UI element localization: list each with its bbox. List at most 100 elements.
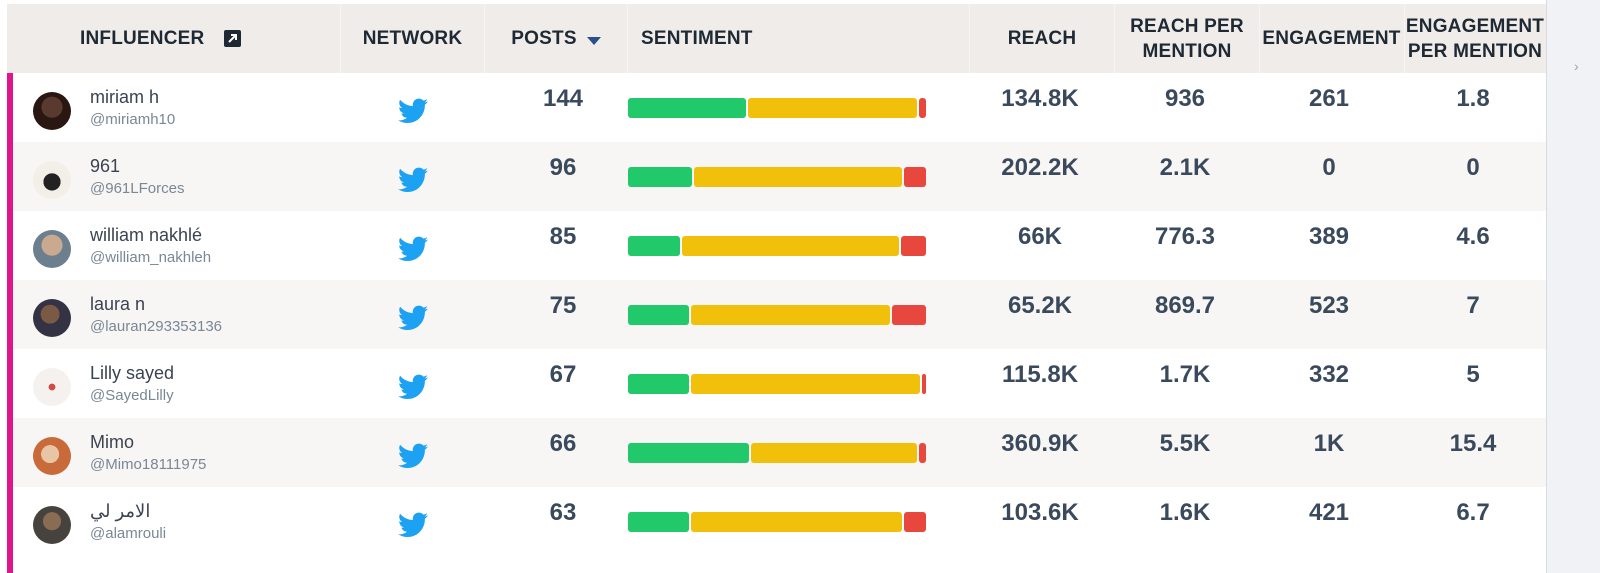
table-row[interactable]: laura n @lauran293353136 75 65.2K 869.7 523 7 <box>13 280 1546 349</box>
sentiment-neutral-segment[interactable] <box>748 98 917 118</box>
sentiment-positive-segment[interactable] <box>628 236 680 256</box>
twitter-icon <box>398 305 428 331</box>
influencer-handle: @Mimo18111975 <box>90 456 207 473</box>
posts-value: 96 <box>549 154 577 181</box>
column-header-reach-per-mention-label: REACH PER MENTION <box>1130 15 1244 62</box>
sentiment-positive-segment[interactable] <box>628 374 689 394</box>
reach-per-mention-value: 936 <box>1164 85 1206 112</box>
engagement-per-mention-value: 15.4 <box>1449 430 1497 457</box>
avatar[interactable] <box>33 161 71 199</box>
sentiment-negative-segment[interactable] <box>919 443 926 463</box>
reach-per-mention-value: 1.7K <box>1159 361 1211 388</box>
sentiment-neutral-segment[interactable] <box>751 443 917 463</box>
sentiment-bar[interactable] <box>628 374 928 394</box>
table-row[interactable]: 961 @961LForces 96 202.2K 2.1K 0 0 <box>13 142 1546 211</box>
sentiment-bar[interactable] <box>628 305 928 325</box>
external-link-icon[interactable] <box>224 30 242 47</box>
avatar[interactable] <box>33 299 71 337</box>
column-header-sentiment-label: SENTIMENT <box>641 28 753 49</box>
sentiment-neutral-segment[interactable] <box>691 305 890 325</box>
sentiment-negative-segment[interactable] <box>904 167 926 187</box>
sentiment-neutral-segment[interactable] <box>694 167 902 187</box>
header-separator <box>627 4 628 73</box>
sentiment-positive-segment[interactable] <box>628 167 692 187</box>
engagement-value: 389 <box>1308 223 1350 250</box>
sentiment-negative-segment[interactable] <box>901 236 926 256</box>
sentiment-negative-segment[interactable] <box>922 374 926 394</box>
column-header-sentiment[interactable]: SENTIMENT <box>641 4 961 73</box>
sentiment-bar[interactable] <box>628 512 928 532</box>
twitter-icon <box>398 236 428 262</box>
influencer-name[interactable]: william nakhlé <box>90 225 203 245</box>
column-header-reach[interactable]: REACH <box>970 4 1114 73</box>
header-separator <box>1259 4 1260 73</box>
influencer-table: INFLUENCER NETWORK POSTS SENTIMENT REACH… <box>7 4 1546 573</box>
sort-descending-icon[interactable] <box>586 36 601 45</box>
sentiment-bar[interactable] <box>628 443 928 463</box>
avatar[interactable] <box>33 230 71 268</box>
engagement-per-mention-value: 7 <box>1466 292 1480 319</box>
influencer-name[interactable]: 961 <box>90 156 121 176</box>
sentiment-negative-segment[interactable] <box>904 512 926 532</box>
influencer-name[interactable]: miriam h <box>90 87 160 107</box>
sentiment-negative-segment[interactable] <box>919 98 926 118</box>
side-panel <box>1546 0 1600 573</box>
table-row[interactable]: Lilly sayed @SayedLilly 67 115.8K 1.7K 332 5 <box>13 349 1546 418</box>
header-separator <box>340 4 341 73</box>
engagement-value: 0 <box>1322 154 1336 181</box>
column-header-reach-per-mention[interactable]: REACH PER MENTION <box>1115 4 1259 73</box>
reach-value: 66K <box>1017 223 1063 250</box>
header-separator <box>484 4 485 73</box>
column-header-posts[interactable]: POSTS <box>485 4 627 73</box>
sentiment-neutral-segment[interactable] <box>691 512 902 532</box>
avatar[interactable] <box>33 368 71 406</box>
column-header-influencer[interactable]: INFLUENCER <box>80 4 340 73</box>
posts-value: 63 <box>549 499 577 526</box>
collapse-arrow-icon[interactable]: › <box>1574 58 1579 74</box>
avatar[interactable] <box>33 437 71 475</box>
table-row[interactable]: الامر لي @alamrouli 63 103.6K 1.6K 421 6.7 <box>13 487 1546 556</box>
engagement-value: 421 <box>1308 499 1350 526</box>
reach-per-mention-value: 2.1K <box>1159 154 1211 181</box>
column-header-posts-label: POSTS <box>511 28 577 49</box>
reach-value: 115.8K <box>1001 361 1079 388</box>
posts-value: 67 <box>549 361 577 388</box>
sentiment-neutral-segment[interactable] <box>682 236 899 256</box>
table-row[interactable]: miriam h @miriamh10 144 134.8K 936 261 1.8 <box>13 73 1546 142</box>
avatar[interactable] <box>33 506 71 544</box>
table-header: INFLUENCER NETWORK POSTS SENTIMENT REACH… <box>7 4 1546 73</box>
column-header-network-label: NETWORK <box>362 28 463 49</box>
influencer-name[interactable]: laura n <box>90 294 146 314</box>
influencer-name[interactable]: Mimo <box>90 432 134 452</box>
sentiment-positive-segment[interactable] <box>628 305 689 325</box>
sentiment-negative-segment[interactable] <box>892 305 926 325</box>
column-header-influencer-label: INFLUENCER <box>80 28 205 49</box>
influencer-handle: @SayedLilly <box>90 387 174 404</box>
reach-value: 134.8K <box>1001 85 1079 112</box>
sentiment-bar[interactable] <box>628 236 928 256</box>
sentiment-positive-segment[interactable] <box>628 512 689 532</box>
top-strip <box>0 0 1546 4</box>
engagement-value: 261 <box>1308 85 1350 112</box>
sentiment-positive-segment[interactable] <box>628 98 746 118</box>
column-header-engagement[interactable]: ENGAGEMENT <box>1259 4 1404 73</box>
engagement-per-mention-value: 1.8 <box>1456 85 1490 112</box>
influencer-handle: @miriamh10 <box>90 111 176 128</box>
engagement-per-mention-value: 4.6 <box>1456 223 1490 250</box>
reach-value: 103.6K <box>1001 499 1079 526</box>
influencer-name[interactable]: Lilly sayed <box>90 363 175 383</box>
table-row[interactable]: william nakhlé @william_nakhleh 85 66K 776.3… <box>13 211 1546 280</box>
sentiment-positive-segment[interactable] <box>628 443 749 463</box>
engagement-per-mention-value: 0 <box>1466 154 1480 181</box>
sentiment-neutral-segment[interactable] <box>691 374 920 394</box>
sentiment-bar[interactable] <box>628 167 928 187</box>
column-header-network[interactable]: NETWORK <box>341 4 484 73</box>
table-row[interactable]: Mimo @Mimo18111975 66 360.9K 5.5K 1K 15.4 <box>13 418 1546 487</box>
column-header-reach-label: REACH <box>1007 28 1077 49</box>
influencer-name[interactable]: الامر لي <box>90 501 151 521</box>
sentiment-bar[interactable] <box>628 98 928 118</box>
column-header-engagement-per-mention[interactable]: ENGAGEMENT PER MENTION <box>1404 4 1546 73</box>
posts-value: 144 <box>542 85 584 112</box>
twitter-icon <box>398 512 428 538</box>
avatar[interactable] <box>33 92 71 130</box>
